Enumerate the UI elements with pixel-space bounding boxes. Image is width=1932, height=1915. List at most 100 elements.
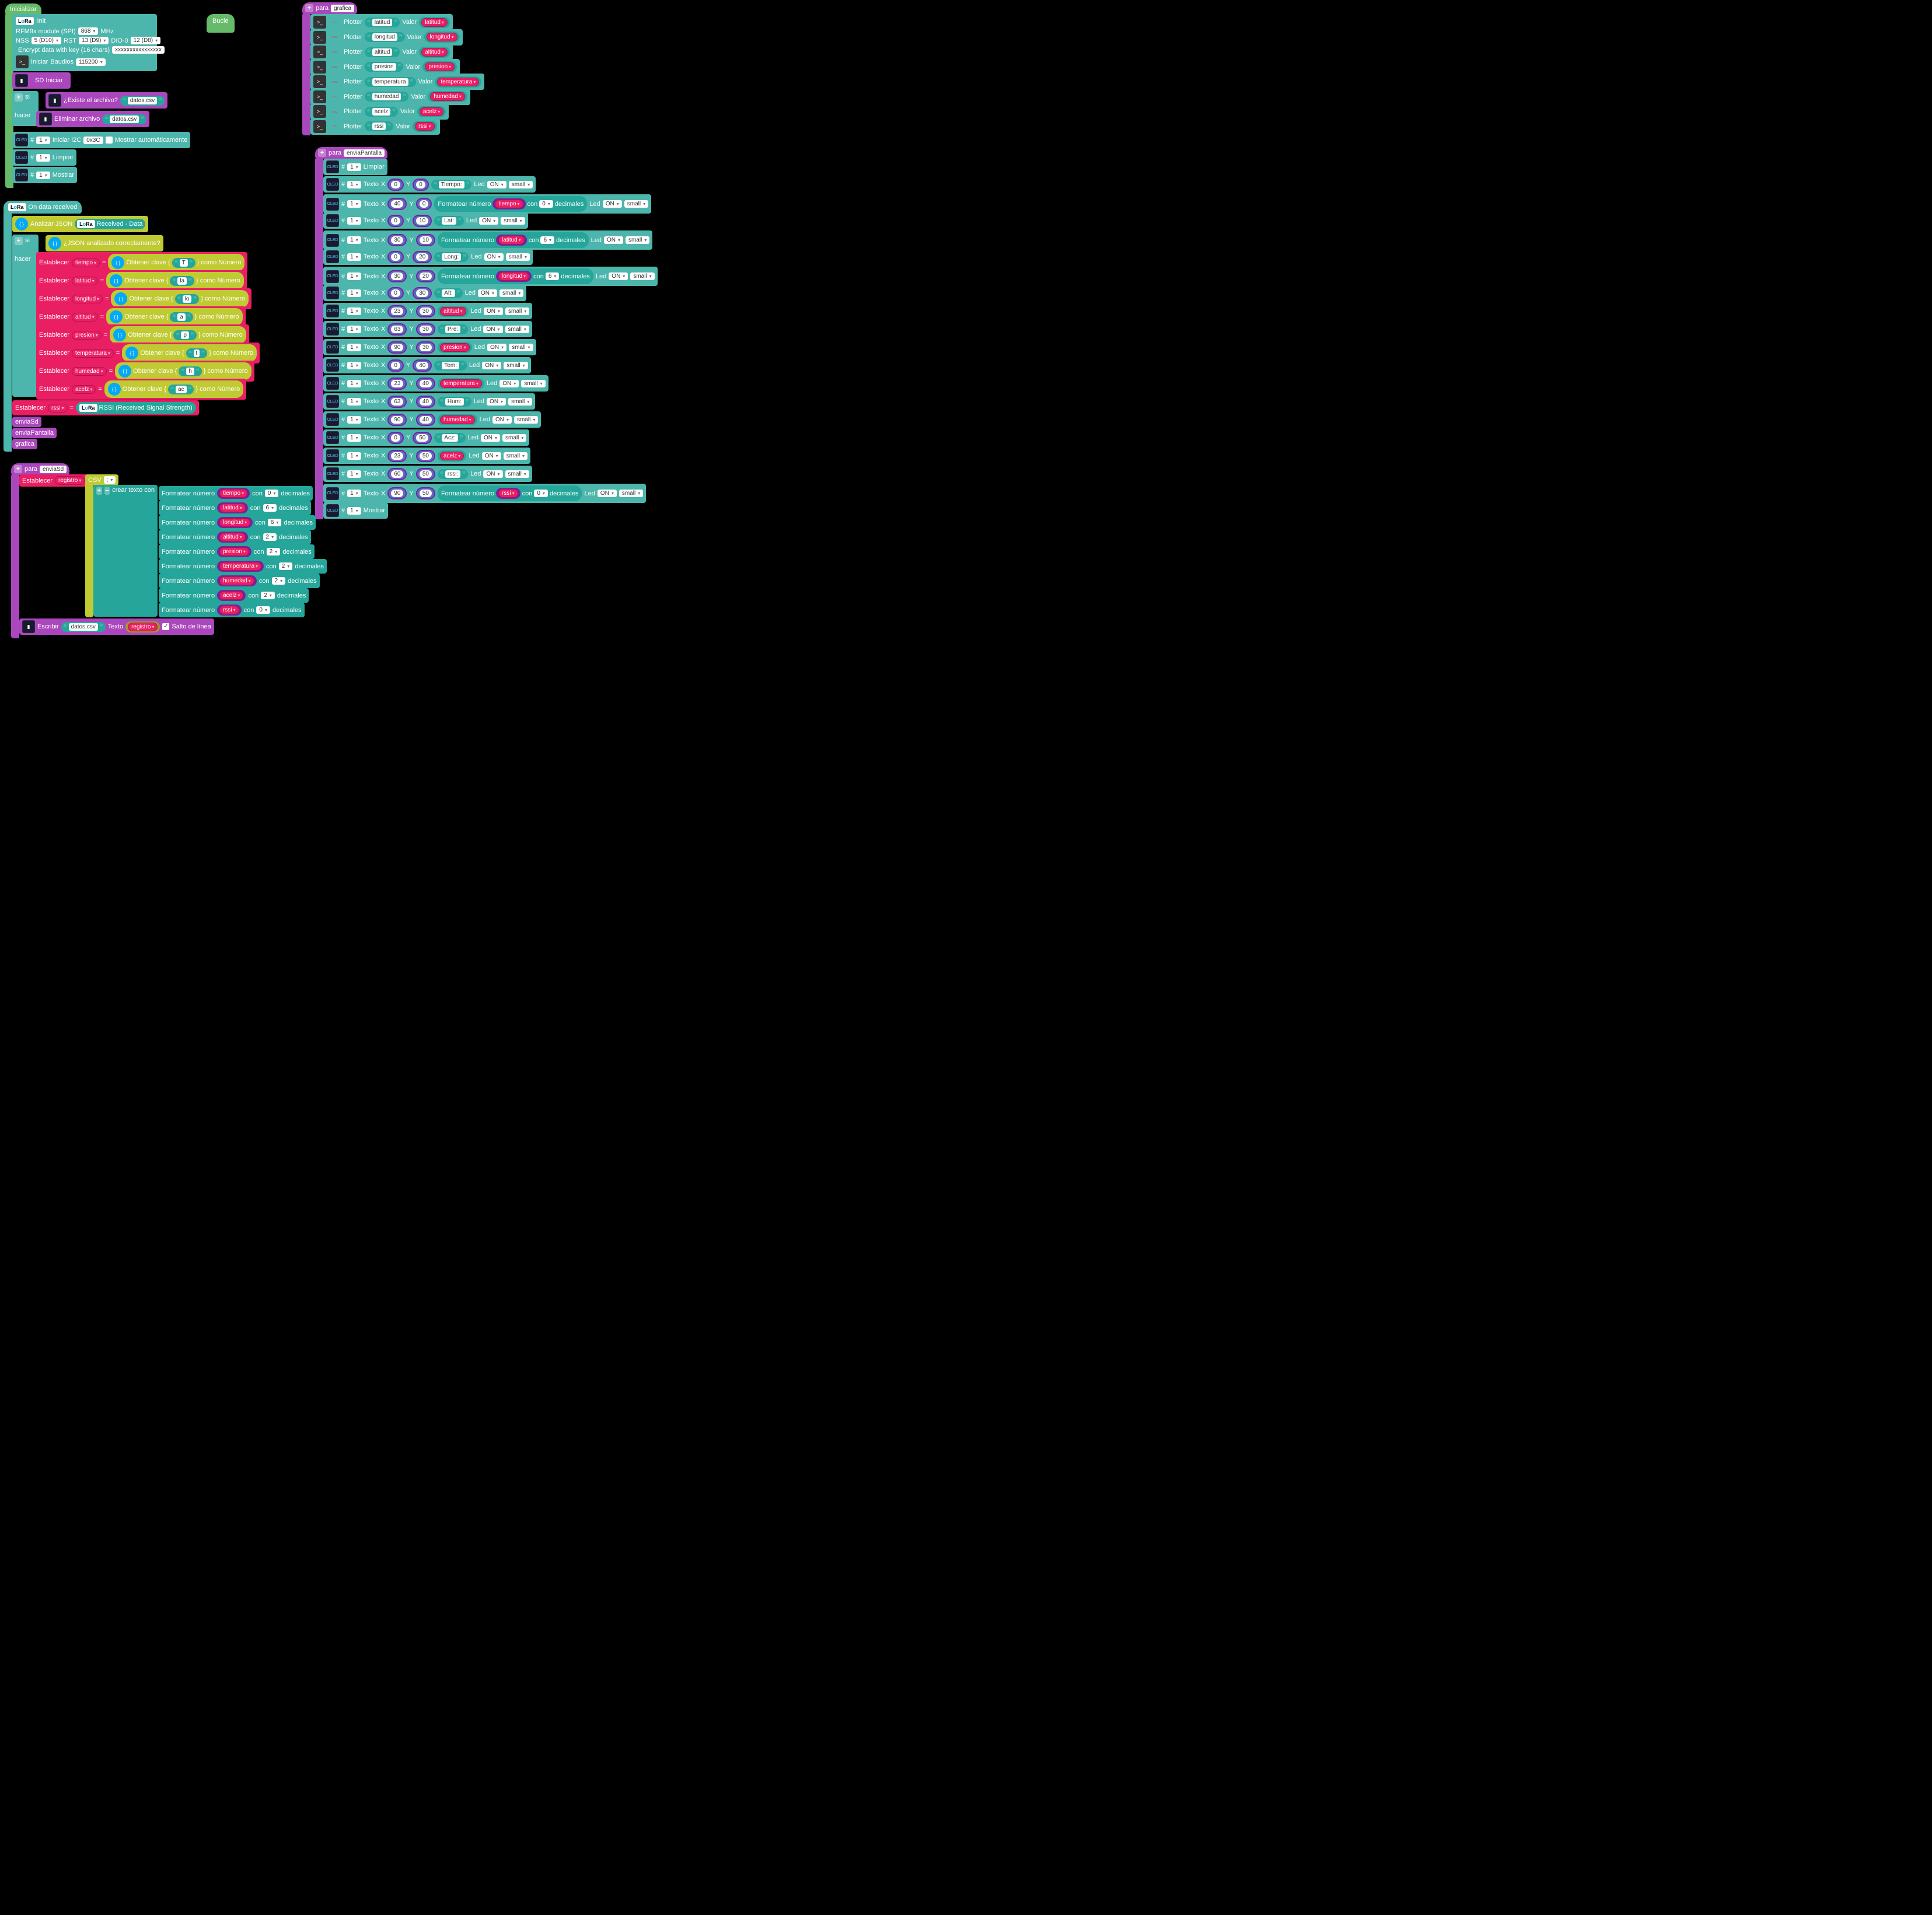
ep-row-15[interactable]: OLED #1 Texto X23 Y50 acelz LedON small [323, 448, 530, 464]
f[interactable]: 1 [347, 307, 361, 315]
v[interactable]: altitud [421, 48, 448, 57]
f[interactable]: small [508, 398, 532, 406]
v[interactable]: humedad [72, 367, 107, 376]
f[interactable]: 1 [347, 398, 361, 406]
v[interactable]: registro [128, 623, 158, 631]
f[interactable]: ON [482, 452, 501, 460]
f[interactable]: small [505, 307, 529, 315]
s[interactable]: Alt: [442, 289, 455, 297]
f[interactable]: 1 [347, 326, 361, 333]
v[interactable]: altitud [219, 533, 246, 541]
f[interactable]: ON [487, 344, 506, 351]
ep-row-13[interactable]: OLED #1 Texto X90 Y40 humedad LedON smal… [323, 411, 541, 428]
n[interactable]: 63 [391, 326, 403, 333]
call-grafica[interactable]: grafica [12, 439, 37, 449]
f[interactable]: 0 [534, 490, 548, 497]
f[interactable]: 6 [263, 504, 277, 512]
ep-row-0[interactable]: OLED #1 Texto X0 Y0 ❝Tiempo:❞ LedON smal… [323, 176, 536, 193]
n[interactable]: 30 [420, 307, 432, 315]
ep-clear[interactable]: OLED #1 Limpiar [323, 159, 387, 175]
f[interactable]: ON [492, 416, 512, 424]
s[interactable]: longitud [372, 33, 397, 41]
s[interactable]: T [180, 259, 188, 267]
n[interactable]: 50 [420, 470, 432, 478]
n[interactable]: 60 [391, 470, 403, 478]
f[interactable]: 1 [347, 236, 361, 244]
n[interactable]: 30 [391, 272, 403, 280]
s[interactable]: p [181, 331, 189, 339]
n[interactable]: 23 [391, 307, 403, 315]
ep-row-7[interactable]: OLED #1 Texto X23 Y30 altitud LedON smal… [323, 303, 532, 319]
f[interactable]: ON [603, 200, 622, 208]
n[interactable]: 40 [391, 200, 403, 208]
oled-init[interactable]: OLED # 1 Iniciar I2C 0x3C Mostrar automá… [12, 132, 190, 148]
v[interactable]: longitud [72, 295, 103, 303]
s[interactable]: datos.csv [128, 97, 157, 104]
ep-row-9[interactable]: OLED #1 Texto X90 Y30 presion LedON smal… [323, 339, 536, 355]
f[interactable]: 0 [256, 606, 270, 614]
plus-icon[interactable]: + [15, 93, 23, 102]
n[interactable]: 40 [420, 416, 432, 424]
v[interactable]: tiempo [219, 489, 247, 498]
f[interactable]: 6 [268, 519, 282, 526]
v[interactable]: tiempo [72, 258, 100, 267]
plus-icon[interactable]: + [14, 465, 22, 473]
s[interactable]: Long: [442, 253, 461, 261]
v[interactable]: altitud [72, 313, 98, 322]
f[interactable]: ON [499, 380, 519, 387]
plus-icon[interactable]: + [96, 487, 102, 495]
ep-row-3[interactable]: OLED #1 Texto X30 Y10 Formatear número l… [323, 230, 652, 250]
f[interactable]: ON [483, 326, 502, 333]
f[interactable]: ON [483, 470, 502, 478]
f[interactable]: 1 [347, 490, 361, 497]
f[interactable]: 1 [36, 172, 50, 179]
es-row-8[interactable]: Formatear número rssi con0 decimales [159, 603, 305, 617]
v[interactable]: rssi [48, 404, 68, 413]
f[interactable]: small [509, 344, 533, 351]
n[interactable]: 0 [391, 253, 400, 261]
v[interactable]: temperatura [440, 379, 482, 388]
v[interactable]: altitud [440, 307, 466, 316]
s[interactable]: latitud [372, 19, 393, 26]
ep-row-6[interactable]: OLED #1 Texto X0 Y30 ❝Alt:❞ LedON small [323, 285, 526, 301]
es-row-5[interactable]: Formatear número temperatura con2 decima… [159, 559, 327, 574]
ep-row-16[interactable]: OLED #1 Texto X60 Y50 ❝rssi:❞ LedON smal… [323, 466, 532, 482]
v[interactable]: registro [55, 476, 85, 485]
cb-nl[interactable] [162, 623, 169, 630]
v[interactable]: longitud [427, 33, 457, 41]
ep-row-1[interactable]: OLED #1 Texto X40 Y0 Formatear número ti… [323, 194, 651, 214]
v[interactable]: latitud [219, 504, 246, 512]
f[interactable]: 2 [272, 577, 286, 585]
f[interactable]: small [630, 272, 654, 280]
f[interactable]: small [509, 181, 533, 188]
f[interactable]: small [619, 490, 643, 497]
s[interactable]: la [177, 277, 187, 285]
f[interactable]: 1 [347, 200, 361, 208]
f[interactable]: ON [487, 398, 506, 406]
n[interactable]: 90 [391, 490, 403, 497]
f[interactable]: ON [487, 181, 506, 188]
f[interactable]: 5 (D10) [32, 37, 61, 44]
s[interactable]: humedad [372, 93, 401, 100]
sd-iniciar[interactable]: ▮ SD Iniciar [12, 72, 71, 89]
v[interactable]: temperatura [219, 562, 261, 571]
f[interactable]: ; [104, 476, 116, 484]
f[interactable]: ON [478, 289, 497, 297]
s[interactable]: Lat: [442, 217, 456, 225]
f[interactable]: small [514, 416, 538, 424]
n[interactable]: 10 [420, 236, 432, 244]
es-row-1[interactable]: Formatear número latitud con6 decimales [159, 501, 311, 515]
f[interactable]: 6 [540, 236, 554, 244]
f[interactable]: small [505, 326, 529, 333]
f[interactable]: 1 [347, 380, 361, 387]
f[interactable]: ON [604, 236, 623, 244]
s[interactable]: rssi: [445, 470, 460, 478]
f[interactable]: small [506, 253, 530, 261]
v[interactable]: acelz [420, 107, 443, 116]
f[interactable]: 2 [279, 562, 293, 570]
mhz[interactable]: 868 [78, 27, 99, 35]
n[interactable]: 0 [416, 181, 425, 188]
ep-row-10[interactable]: OLED #1 Texto X0 Y40 ❝Tem:❞ LedON small [323, 357, 531, 373]
f[interactable]: 1 [347, 434, 361, 442]
n[interactable]: 90 [391, 344, 403, 351]
